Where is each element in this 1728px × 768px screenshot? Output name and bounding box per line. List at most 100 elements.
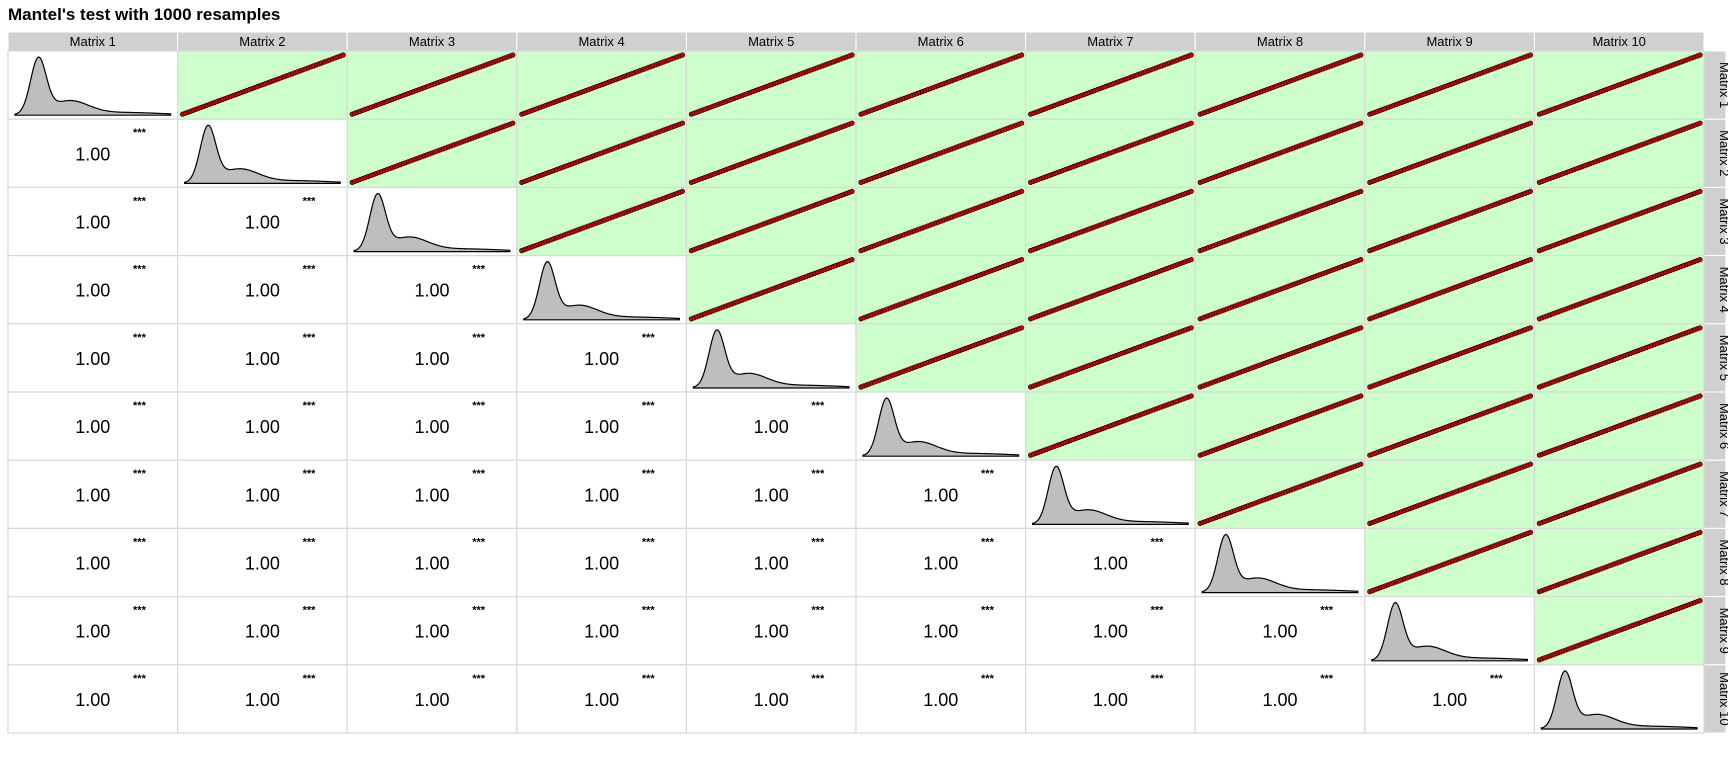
column-strip-label: Matrix 2 xyxy=(239,34,285,49)
scatter-point xyxy=(1188,188,1194,194)
correlation-value: 1.00 xyxy=(754,690,789,710)
correlation-panel xyxy=(685,527,857,598)
scatter-point xyxy=(1358,461,1364,467)
chart-title: Mantel's test with 1000 resamples xyxy=(8,5,281,24)
correlation-value: 1.00 xyxy=(584,349,619,369)
row-strip-label: Matrix 6 xyxy=(1717,403,1728,449)
correlation-value: 1.00 xyxy=(245,349,280,369)
scatter-point xyxy=(1697,52,1703,58)
correlation-value: 1.00 xyxy=(1093,554,1128,574)
column-strip-label: Matrix 7 xyxy=(1087,34,1133,49)
correlation-value: 1.00 xyxy=(75,417,110,437)
correlation-value: 1.00 xyxy=(75,349,110,369)
significance-stars: *** xyxy=(1151,673,1165,685)
significance-stars: *** xyxy=(472,605,486,617)
correlation-panel xyxy=(346,391,518,461)
scatter-point xyxy=(1018,52,1025,58)
significance-stars: *** xyxy=(472,536,486,548)
correlation-value: 1.00 xyxy=(584,417,619,437)
correlation-panel xyxy=(7,323,179,393)
correlation-value: 1.00 xyxy=(414,417,449,437)
scatter-point xyxy=(1697,120,1703,126)
row-strip-label: Matrix 7 xyxy=(1717,471,1728,517)
correlation-panel xyxy=(1024,595,1196,666)
density-curve xyxy=(862,397,1020,457)
correlation-panel xyxy=(685,595,857,666)
significance-stars: *** xyxy=(472,400,486,412)
significance-stars: *** xyxy=(133,332,147,344)
scatter-point xyxy=(1358,188,1364,194)
scatter-point xyxy=(1697,461,1703,467)
correlation-panel xyxy=(855,459,1027,530)
row-strip-label: Matrix 4 xyxy=(1717,267,1728,313)
correlation-panel xyxy=(516,527,687,598)
correlation-value: 1.00 xyxy=(1432,690,1467,710)
scatter-point xyxy=(1697,393,1703,399)
significance-stars: *** xyxy=(811,605,825,617)
column-strip-label: Matrix 10 xyxy=(1592,34,1645,49)
correlation-value: 1.00 xyxy=(75,690,110,710)
scatter-point xyxy=(1358,393,1364,399)
correlation-panel xyxy=(685,459,857,530)
row-strip-label: Matrix 2 xyxy=(1717,130,1728,176)
correlation-value: 1.00 xyxy=(414,349,449,369)
correlation-value: 1.00 xyxy=(245,281,280,301)
column-strip-label: Matrix 6 xyxy=(918,34,964,49)
density-curve xyxy=(692,329,850,389)
scatter-point xyxy=(849,257,855,263)
scatter-point xyxy=(849,52,855,58)
row-strip-label: Matrix 10 xyxy=(1717,672,1728,725)
significance-stars: *** xyxy=(133,605,147,617)
correlation-panel xyxy=(516,664,687,734)
row-strip-label: Matrix 5 xyxy=(1717,335,1728,381)
correlation-value: 1.00 xyxy=(75,485,110,505)
scatter-point xyxy=(1527,325,1533,331)
column-strip-label: Matrix 3 xyxy=(409,34,455,49)
density-curve xyxy=(14,56,172,116)
scatter-point xyxy=(849,188,855,194)
density-curve xyxy=(523,260,680,321)
correlation-value: 1.00 xyxy=(1262,690,1297,710)
correlation-panel xyxy=(1024,664,1196,734)
row-strip-label: Matrix 3 xyxy=(1717,198,1728,244)
correlation-value: 1.00 xyxy=(584,690,619,710)
scatter-point xyxy=(1188,52,1194,58)
scatter-point xyxy=(1527,529,1533,536)
significance-stars: *** xyxy=(811,673,825,685)
column-strip-label: Matrix 9 xyxy=(1426,34,1472,49)
significance-stars: *** xyxy=(642,468,656,480)
density-curve xyxy=(1371,601,1528,662)
significance-stars: *** xyxy=(1490,673,1504,685)
correlation-value: 1.00 xyxy=(754,622,789,642)
significance-stars: *** xyxy=(642,536,656,548)
significance-stars: *** xyxy=(303,195,317,207)
scatter-point xyxy=(1018,325,1025,331)
correlation-value: 1.00 xyxy=(75,281,110,301)
correlation-value: 1.00 xyxy=(245,690,280,710)
significance-stars: *** xyxy=(811,400,825,412)
significance-stars: *** xyxy=(472,673,486,685)
density-curve xyxy=(353,192,511,253)
correlation-value: 1.00 xyxy=(923,690,958,710)
correlation-value: 1.00 xyxy=(754,554,789,574)
scatter-point xyxy=(1188,325,1194,331)
correlation-panel xyxy=(855,664,1027,734)
significance-stars: *** xyxy=(133,468,147,480)
scatter-point xyxy=(340,52,346,58)
scatter-point xyxy=(1697,188,1703,194)
significance-stars: *** xyxy=(642,673,656,685)
correlation-value: 1.00 xyxy=(1093,690,1128,710)
correlation-panel xyxy=(1364,664,1536,734)
scatter-point xyxy=(1527,461,1533,467)
significance-stars: *** xyxy=(303,264,317,276)
scatter-point xyxy=(1527,257,1533,263)
correlation-value: 1.00 xyxy=(75,622,110,642)
correlation-value: 1.00 xyxy=(414,690,449,710)
correlation-value: 1.00 xyxy=(414,281,449,301)
correlation-panel xyxy=(7,255,179,325)
scatter-point xyxy=(1527,393,1533,399)
scatter-point xyxy=(1358,52,1364,58)
correlation-value: 1.00 xyxy=(245,554,280,574)
scatter-point xyxy=(1018,257,1025,263)
correlation-panel xyxy=(7,527,179,598)
